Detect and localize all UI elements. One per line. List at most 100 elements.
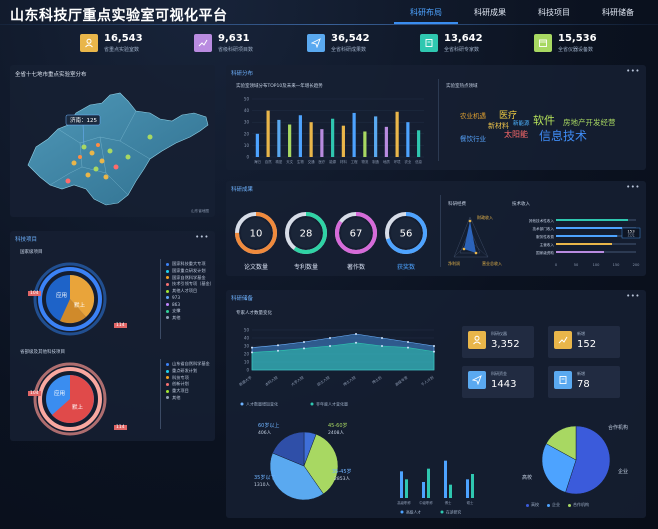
reserve-title: 科研储备: [231, 296, 254, 302]
more-icon[interactable]: •••: [626, 292, 640, 300]
x-tick-label: 交通: [308, 159, 315, 164]
bar: [384, 126, 388, 157]
data-point: [381, 337, 383, 339]
ring-value: 56: [400, 229, 413, 240]
legend-label: 高级人才: [406, 510, 421, 515]
x-tick-label: 医疗: [318, 159, 325, 164]
donut-badge-left: 104: [28, 291, 41, 296]
legend-item: 重大项目: [166, 388, 210, 395]
kpi-experts: 13,642 全省科研专家数: [420, 33, 525, 55]
more-icon[interactable]: •••: [626, 67, 640, 75]
pie-label: 35-45岁: [332, 469, 352, 475]
legend-dot: [166, 289, 169, 293]
word-cloud-item[interactable]: 医疗: [499, 111, 518, 121]
provincial-donut[interactable]: 应用 默上: [30, 359, 110, 439]
kpi-row: 16,543 省重点实验室数 9,631 省级科研项目数 36,542 全省科研…: [72, 33, 597, 55]
ring-value: 67: [350, 229, 363, 240]
donut-label: 默上: [72, 403, 84, 411]
legend-dot: [400, 510, 404, 514]
word-cloud-item[interactable]: 太阳能: [504, 130, 528, 139]
stat-label: 新增: [577, 331, 585, 336]
paper-plane-icon: [468, 371, 486, 389]
word-cloud-item[interactable]: 软件: [533, 114, 555, 127]
legend-dot: [166, 389, 169, 393]
legend-dot: [166, 276, 169, 280]
paper-plane-icon: [307, 34, 325, 52]
panel-divider: [440, 195, 441, 267]
bar: [374, 116, 378, 157]
legend-item: 国家重点研发计划: [166, 268, 214, 275]
more-icon[interactable]: •••: [195, 233, 209, 241]
kpi-label: 全省仪器设备数: [558, 47, 594, 53]
institution-legend: 高校 企业 合作机构: [526, 502, 589, 508]
legend-label: 企业: [552, 502, 560, 507]
word-cloud-item[interactable]: 新能源: [513, 121, 530, 127]
age-pie-chart[interactable]: [254, 420, 354, 516]
provincial-legend: 山东省自然科学基金 重点研发计划 科技专项 创新计划 重大项目 其他: [166, 361, 210, 401]
legend-dot: [166, 396, 169, 400]
legend-item: 山东省自然科学基金: [166, 361, 210, 368]
bar: [288, 124, 292, 157]
national-donut[interactable]: 应用 默上: [30, 259, 110, 339]
legend-label: 国家重点研发计划: [172, 268, 206, 274]
funding-radar-chart[interactable]: 财政收入 净利润 营业总收入: [448, 211, 508, 269]
result-rings[interactable]: 10 28 67 56: [230, 207, 435, 259]
y-tick-label: 30: [244, 120, 250, 125]
x-tick-label: 本科入院: [264, 374, 279, 387]
ring-progress: [385, 212, 427, 254]
bar: [444, 460, 447, 498]
legend-dot: [166, 309, 169, 313]
pie-label: 高校: [522, 475, 533, 481]
word-cloud-item[interactable]: 房地产开发经营: [563, 118, 616, 127]
x-tick-label: 精密: [275, 159, 282, 164]
data-point: [251, 346, 253, 349]
radar-label: 营业总收入: [482, 260, 502, 266]
projects-panel: 科技项目 ••• 国家级项目 省部级及其他科技项目 应用 默上 104 114 …: [10, 231, 215, 441]
map-credit: 山东省地图: [191, 209, 209, 213]
legend-dot: [310, 402, 314, 406]
legend-item: 其他: [166, 315, 214, 322]
legend-label: 山东省自然科学基金: [172, 361, 210, 367]
tab-projects[interactable]: 科技项目: [538, 8, 570, 17]
y-tick-label: 20: [244, 131, 250, 136]
bar: [331, 118, 335, 157]
pie-label: 35岁以下: [254, 475, 276, 481]
x-tick-label: 硕士: [467, 500, 474, 505]
field-bar-chart[interactable]: 50 40 30 20 10 0 海归 自然 精密 天文 生物 交通 医疗 能源 材料 工程 物流 制造 地质 环境农…: [230, 91, 430, 169]
data-point: [407, 341, 409, 343]
word-cloud-item[interactable]: 信息技术: [539, 129, 588, 143]
stat-label: 科研资金: [491, 371, 507, 376]
pie-slice: [303, 433, 339, 495]
institution-pie-chart[interactable]: [526, 420, 626, 500]
y-tick-label: 10: [244, 360, 250, 365]
x-tick-label: 150: [613, 263, 621, 267]
y-tick-label: 0: [246, 368, 249, 373]
pie-label: 企业: [618, 469, 629, 475]
word-cloud-item[interactable]: 农业机遇: [460, 112, 486, 120]
tab-reserve[interactable]: 科研储备: [602, 8, 634, 17]
legend-item: 科技专项: [166, 374, 210, 381]
legend-item: 其他: [166, 394, 210, 401]
bar-label: 其他技术性收入: [529, 218, 555, 223]
stat-label: 新增: [577, 371, 585, 376]
pie-label: 45-60岁: [328, 423, 348, 429]
x-tick-label: 高级职称: [397, 500, 411, 505]
word-cloud-item[interactable]: 新材料: [488, 122, 509, 130]
header-divider: [0, 24, 658, 25]
shandong-map[interactable]: 济南：125: [10, 77, 215, 217]
more-icon[interactable]: •••: [626, 183, 640, 191]
legend-divider: [160, 359, 161, 429]
stat-new-funding: 新增 78: [548, 366, 620, 398]
tab-results[interactable]: 科研成果: [474, 8, 506, 17]
data-point: [329, 345, 331, 347]
tab-layout[interactable]: 科研布局: [394, 7, 458, 24]
data-point: [303, 347, 305, 350]
word-cloud-item[interactable]: 餐饮行业: [460, 135, 486, 143]
bar: [309, 122, 313, 157]
data-point: [407, 346, 409, 349]
chart-up-icon: [194, 34, 212, 52]
legend-label: 在读研究: [446, 510, 461, 515]
